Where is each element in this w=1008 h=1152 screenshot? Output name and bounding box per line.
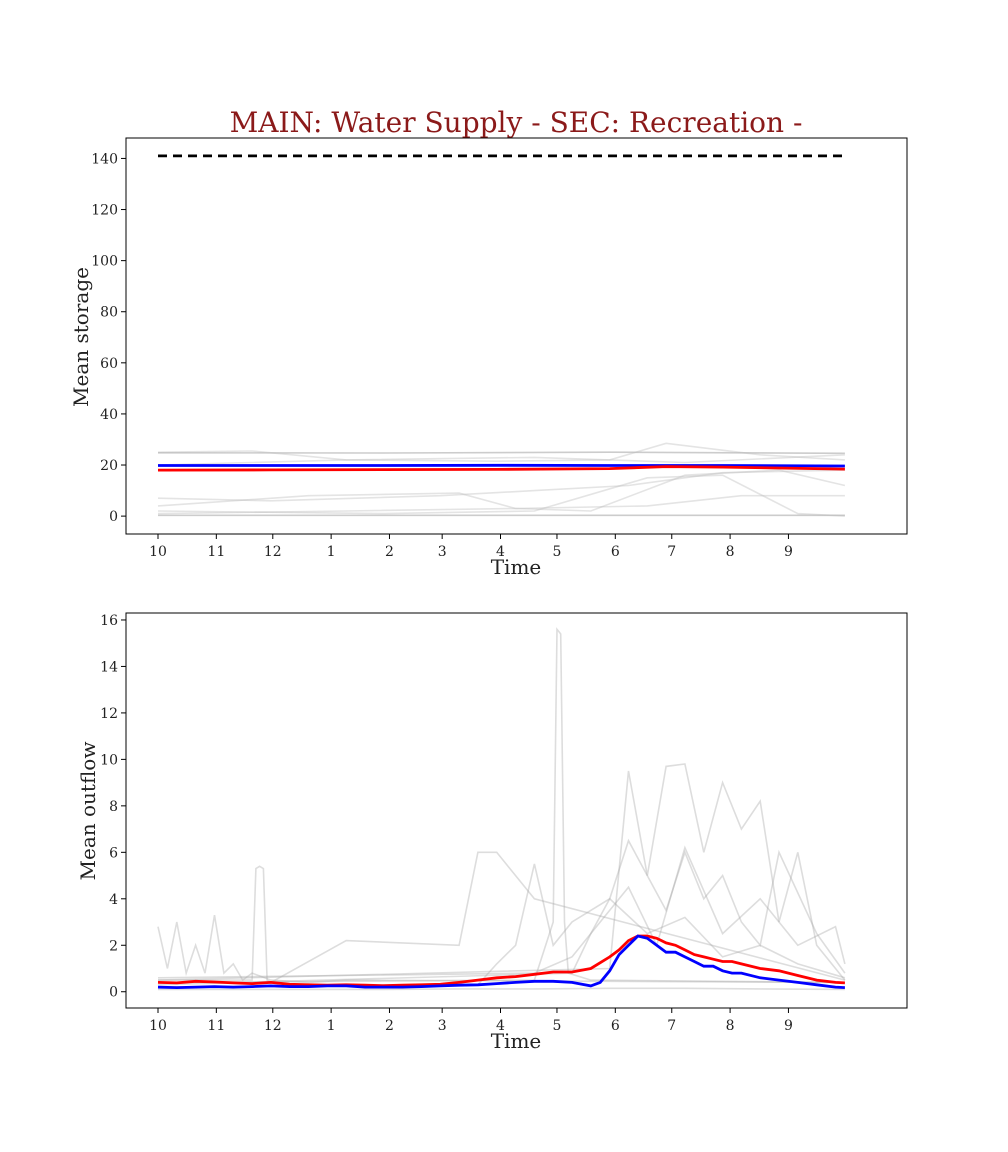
storage-series-line-ensemble-3 bbox=[157, 451, 845, 455]
storage-series-line-ensemble-5 bbox=[157, 442, 845, 463]
outflow-series-line-highlight-0 bbox=[157, 934, 845, 988]
storage-x-tick-label: 5 bbox=[553, 544, 562, 560]
outflow-x-tick-label: 4 bbox=[496, 1018, 505, 1034]
storage-series-line-ensemble-6 bbox=[157, 469, 845, 502]
outflow-x-tick-label: 7 bbox=[667, 1018, 676, 1034]
storage-x-tick-label: 2 bbox=[385, 544, 394, 560]
storage-series-line-ensemble-7 bbox=[157, 492, 845, 510]
outflow-series-line-ensemble-7 bbox=[157, 863, 846, 988]
storage-series-line-highlight-1 bbox=[158, 463, 845, 468]
outflow-x-tick-label: 5 bbox=[553, 1018, 562, 1034]
outflow-x-tick-label: 1 bbox=[327, 1018, 336, 1034]
outflow-y-tick-label: 4 bbox=[109, 892, 118, 908]
outflow-plot-frame bbox=[125, 612, 908, 1009]
outflow-y-ticks: 0 2 4 6 8 10 12 14 16 bbox=[100, 613, 126, 1001]
outflow-x-tick-label: 12 bbox=[264, 1018, 282, 1034]
outflow-y-tick-label: 10 bbox=[100, 752, 118, 768]
storage-x-tick-label: 11 bbox=[207, 544, 225, 560]
outflow-x-tick-label: 2 bbox=[385, 1018, 394, 1034]
storage-x-tick-label: 9 bbox=[784, 544, 793, 560]
storage-series bbox=[157, 154, 846, 517]
storage-series-line-ensemble-10 bbox=[157, 454, 845, 466]
storage-y-ticks: 0 20 40 60 80 100 120 140 bbox=[91, 151, 126, 525]
outflow-y-tick-label: 0 bbox=[109, 985, 118, 1001]
storage-y-tick-label: 20 bbox=[100, 458, 118, 474]
outflow-series bbox=[157, 627, 846, 991]
storage-plot-frame bbox=[125, 137, 908, 535]
outflow-series-line-ensemble-8 bbox=[158, 987, 845, 991]
outflow-series-line-ensemble-3 bbox=[157, 627, 845, 984]
storage-series-line-highlight-2 bbox=[157, 465, 845, 472]
storage-y-tick-label: 140 bbox=[91, 151, 118, 167]
storage-x-tick-label: 7 bbox=[667, 544, 676, 560]
outflow-y-tick-label: 16 bbox=[100, 613, 118, 629]
storage-series-line-ensemble-8 bbox=[157, 469, 846, 515]
storage-series-line-ensemble-9 bbox=[157, 474, 845, 517]
outflow-x-tick-label: 9 bbox=[784, 1018, 793, 1034]
storage-x-tick-label: 10 bbox=[149, 544, 167, 560]
storage-y-tick-label: 60 bbox=[100, 356, 118, 372]
figure-title: MAIN: Water Supply - SEC: Recreation - bbox=[230, 106, 803, 139]
storage-x-ticks: 10 11 12 1 2 3 4 5 6 7 8 9 bbox=[149, 534, 793, 560]
storage-y-tick-label: 40 bbox=[100, 407, 118, 423]
storage-y-tick-label: 120 bbox=[91, 203, 118, 219]
outflow-y-tick-label: 8 bbox=[109, 799, 118, 815]
storage-x-tick-label: 3 bbox=[438, 544, 447, 560]
storage-x-tick-label: 12 bbox=[264, 544, 282, 560]
outflow-y-tick-label: 2 bbox=[109, 938, 118, 954]
outflow-x-tick-label: 11 bbox=[207, 1018, 225, 1034]
outflow-x-tick-label: 6 bbox=[611, 1018, 620, 1034]
outflow-series-line-ensemble-9 bbox=[157, 845, 846, 979]
storage-y-tick-label: 80 bbox=[100, 305, 118, 321]
outflow-x-axis-label: Time bbox=[491, 1029, 542, 1053]
outflow-y-tick-label: 6 bbox=[109, 845, 118, 861]
outflow-x-tick-label: 8 bbox=[726, 1018, 735, 1034]
outflow-y-tick-label: 12 bbox=[100, 706, 118, 722]
storage-x-tick-label: 4 bbox=[496, 544, 505, 560]
outflow-series-line-highlight-1 bbox=[157, 934, 845, 990]
outflow-y-axis-label: Mean outflow bbox=[76, 742, 100, 881]
outflow-x-ticks: 10 11 12 1 2 3 4 5 6 7 8 9 bbox=[149, 1008, 793, 1034]
storage-x-tick-label: 1 bbox=[327, 544, 336, 560]
outflow-x-tick-label: 3 bbox=[438, 1018, 447, 1034]
storage-x-tick-label: 6 bbox=[611, 544, 620, 560]
outflow-series-line-ensemble-4 bbox=[157, 763, 846, 981]
storage-y-axis-label: Mean storage bbox=[69, 267, 93, 407]
storage-y-tick-label: 100 bbox=[91, 254, 118, 270]
storage-x-axis-label: Time bbox=[491, 555, 542, 579]
outflow-series-line-ensemble-6 bbox=[157, 838, 846, 986]
storage-y-tick-label: 0 bbox=[109, 509, 118, 525]
outflow-y-tick-label: 14 bbox=[100, 659, 118, 675]
storage-x-tick-label: 8 bbox=[726, 544, 735, 560]
outflow-series-line-ensemble-5 bbox=[157, 914, 845, 984]
outflow-x-tick-label: 10 bbox=[149, 1018, 167, 1034]
